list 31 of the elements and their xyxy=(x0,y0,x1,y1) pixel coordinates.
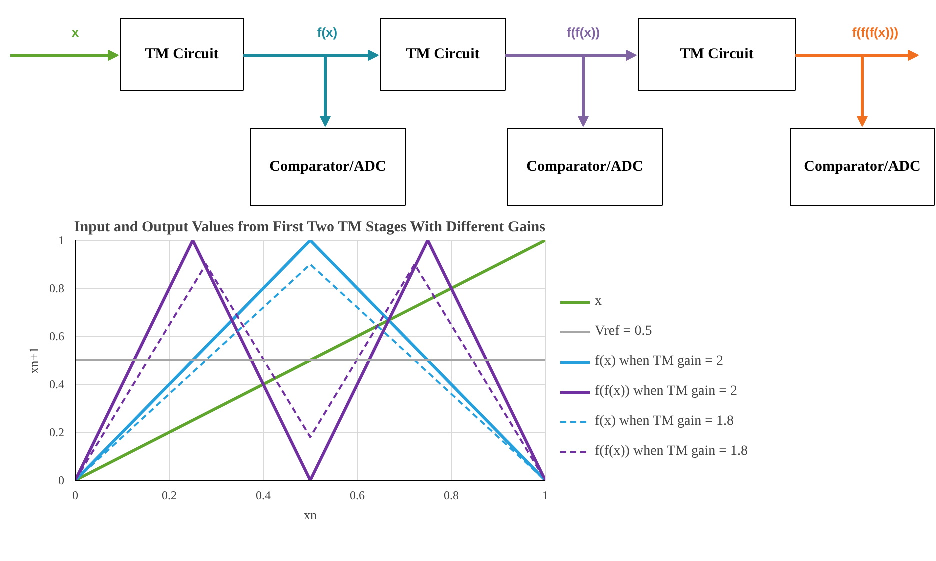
text: Comparator/ADC xyxy=(804,159,921,175)
x-tick-label: 0.6 xyxy=(350,488,365,502)
legend-label: f(f(x)) when TM gain = 1.8 xyxy=(595,444,748,460)
y-tick-label: 0.6 xyxy=(50,330,64,344)
text: TM Circuit xyxy=(145,46,219,62)
x-tick-label: 0.2 xyxy=(162,488,177,502)
x-tick-label: 0 xyxy=(72,488,78,502)
legend-label: f(x) when TM gain = 2 xyxy=(595,354,724,370)
text: f(f(f(x))) xyxy=(852,25,899,40)
text: f(f(x)) xyxy=(566,25,600,40)
y-tick-label: 0 xyxy=(58,474,64,488)
y-tick-label: 0.2 xyxy=(50,426,64,440)
x-tick-label: 0.8 xyxy=(444,488,459,502)
x-axis-title: xn xyxy=(304,508,318,522)
y-tick-label: 0.8 xyxy=(50,282,64,296)
text: Comparator/ADC xyxy=(270,159,386,175)
text: TM Circuit xyxy=(406,46,480,62)
legend-label: Vref = 0.5 xyxy=(595,324,652,340)
y-tick-label: 0.4 xyxy=(50,378,64,392)
y-tick-label: 1 xyxy=(58,234,64,248)
text: f(x) xyxy=(317,25,338,40)
x-tick-label: 1 xyxy=(542,488,548,502)
text: Comparator/ADC xyxy=(526,159,644,175)
legend-label: x xyxy=(595,294,603,310)
legend-label: f(x) when TM gain = 1.8 xyxy=(595,414,734,430)
x-tick-label: 0.4 xyxy=(256,488,271,502)
chart-title: Input and Output Values from First Two TM Stages With Different Gains xyxy=(74,220,546,236)
text: x xyxy=(72,25,80,40)
text: TM Circuit xyxy=(680,46,754,62)
legend-label: f(f(x)) when TM gain = 2 xyxy=(595,384,738,400)
y-axis-title: xn+1 xyxy=(26,347,42,374)
